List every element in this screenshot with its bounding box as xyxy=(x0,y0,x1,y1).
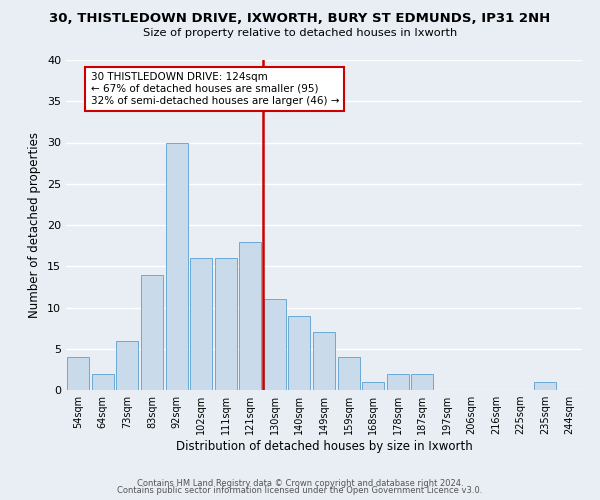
Bar xyxy=(116,340,139,390)
Bar xyxy=(239,242,262,390)
Bar xyxy=(141,274,163,390)
Bar xyxy=(362,382,384,390)
Text: 30 THISTLEDOWN DRIVE: 124sqm
← 67% of detached houses are smaller (95)
32% of se: 30 THISTLEDOWN DRIVE: 124sqm ← 67% of de… xyxy=(91,72,339,106)
Text: Size of property relative to detached houses in Ixworth: Size of property relative to detached ho… xyxy=(143,28,457,38)
X-axis label: Distribution of detached houses by size in Ixworth: Distribution of detached houses by size … xyxy=(176,440,472,453)
Bar xyxy=(215,258,237,390)
Text: 30, THISTLEDOWN DRIVE, IXWORTH, BURY ST EDMUNDS, IP31 2NH: 30, THISTLEDOWN DRIVE, IXWORTH, BURY ST … xyxy=(49,12,551,26)
Bar xyxy=(289,316,310,390)
Bar xyxy=(534,382,556,390)
Bar xyxy=(411,374,433,390)
Bar xyxy=(190,258,212,390)
Text: Contains public sector information licensed under the Open Government Licence v3: Contains public sector information licen… xyxy=(118,486,482,495)
Bar xyxy=(67,357,89,390)
Bar xyxy=(264,299,286,390)
Bar xyxy=(338,357,359,390)
Bar xyxy=(166,142,188,390)
Bar xyxy=(386,374,409,390)
Y-axis label: Number of detached properties: Number of detached properties xyxy=(28,132,41,318)
Bar xyxy=(313,332,335,390)
Bar xyxy=(92,374,114,390)
Text: Contains HM Land Registry data © Crown copyright and database right 2024.: Contains HM Land Registry data © Crown c… xyxy=(137,478,463,488)
